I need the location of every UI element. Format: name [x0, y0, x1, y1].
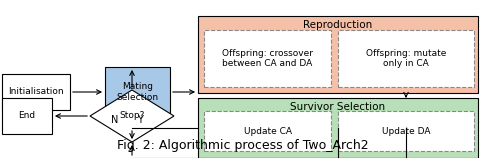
Text: Offspring: crossover
between CA and DA: Offspring: crossover between CA and DA — [222, 49, 313, 68]
Text: Update CA: Update CA — [243, 127, 292, 136]
Text: Fig. 2: Algorithmic process of Two_Arch2: Fig. 2: Algorithmic process of Two_Arch2 — [117, 139, 369, 152]
Text: End: End — [18, 112, 35, 121]
FancyBboxPatch shape — [198, 98, 478, 158]
FancyBboxPatch shape — [338, 30, 474, 87]
FancyBboxPatch shape — [338, 111, 474, 151]
Text: Survivor Selection: Survivor Selection — [291, 102, 385, 112]
FancyBboxPatch shape — [2, 98, 52, 134]
Text: Offspring: mutate
only in CA: Offspring: mutate only in CA — [366, 49, 446, 68]
Text: Initialisation: Initialisation — [8, 88, 64, 97]
Text: Mating
Selection: Mating Selection — [117, 82, 158, 102]
FancyBboxPatch shape — [198, 16, 478, 93]
FancyBboxPatch shape — [204, 30, 331, 87]
FancyBboxPatch shape — [2, 74, 70, 110]
FancyBboxPatch shape — [204, 111, 331, 151]
FancyBboxPatch shape — [105, 67, 170, 117]
Text: Y: Y — [137, 115, 143, 125]
Text: Stop?: Stop? — [119, 112, 145, 121]
Text: N: N — [111, 115, 118, 125]
Polygon shape — [90, 90, 174, 142]
Text: Update DA: Update DA — [382, 127, 430, 136]
Text: Reproduction: Reproduction — [303, 20, 373, 30]
